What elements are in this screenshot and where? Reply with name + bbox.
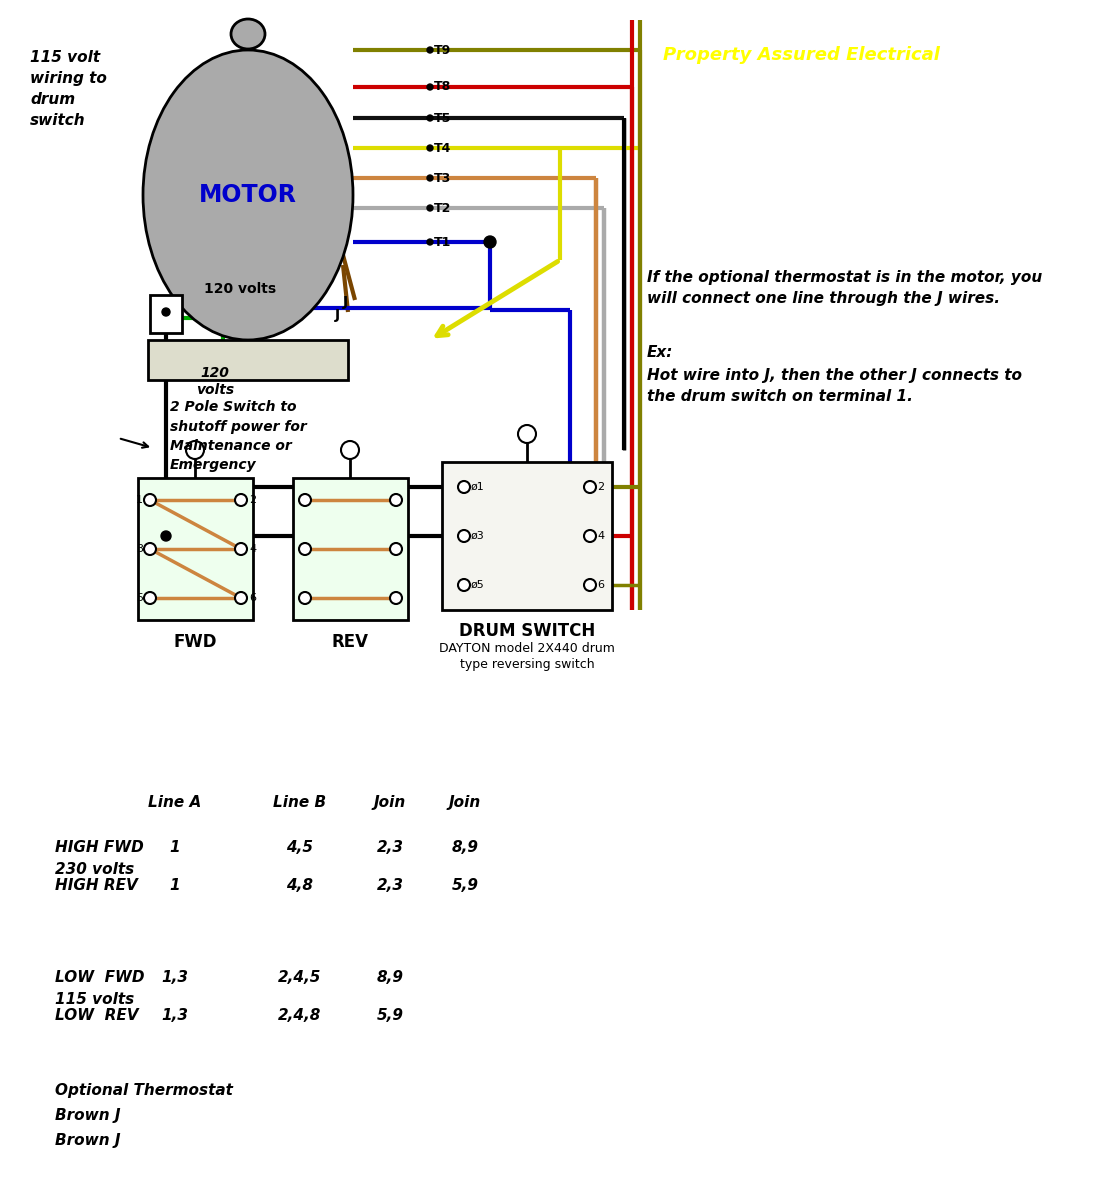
Text: T2: T2: [434, 202, 451, 215]
Text: If the optional thermostat is in the motor, you
will connect one line through th: If the optional thermostat is in the mot…: [647, 270, 1043, 306]
Text: 1: 1: [136, 494, 143, 505]
Circle shape: [235, 494, 248, 506]
Text: Line B: Line B: [274, 794, 327, 810]
Text: 5,9: 5,9: [376, 1008, 404, 1022]
Text: 2,3: 2,3: [376, 878, 404, 893]
Text: REV: REV: [331, 634, 368, 650]
Text: ø5: ø5: [471, 580, 485, 590]
Text: Hot wire into J, then the other J connects to
the drum switch on terminal 1.: Hot wire into J, then the other J connec…: [647, 368, 1022, 404]
Ellipse shape: [231, 19, 265, 49]
Bar: [293, 478, 408, 620]
Circle shape: [144, 494, 156, 506]
Text: 230 volts: 230 volts: [55, 862, 134, 877]
Text: DAYTON model 2X440 drum
type reversing switch: DAYTON model 2X440 drum type reversing s…: [439, 642, 615, 671]
Circle shape: [299, 542, 311, 554]
Text: T3: T3: [434, 172, 451, 185]
Circle shape: [299, 494, 311, 506]
Text: 2: 2: [249, 494, 256, 505]
Circle shape: [458, 530, 470, 542]
Text: 1,3: 1,3: [162, 970, 188, 985]
Text: 115 volt
wiring to
drum
switch: 115 volt wiring to drum switch: [30, 50, 107, 128]
Circle shape: [518, 425, 536, 443]
Text: 8,9: 8,9: [376, 970, 404, 985]
Text: 2,3: 2,3: [376, 840, 404, 854]
Bar: [138, 478, 253, 620]
Text: T4: T4: [434, 142, 451, 155]
Text: FWD: FWD: [174, 634, 217, 650]
Text: Optional Thermostat: Optional Thermostat: [55, 1082, 233, 1098]
Circle shape: [341, 440, 359, 458]
Text: HIGH FWD: HIGH FWD: [55, 840, 144, 854]
Text: J: J: [343, 295, 348, 308]
Text: J: J: [334, 308, 340, 322]
Bar: [442, 462, 612, 610]
Text: T8: T8: [434, 80, 451, 94]
Circle shape: [458, 481, 470, 493]
Text: 2 Pole Switch to
shutoff power for
Maintenance or
Emergency: 2 Pole Switch to shutoff power for Maint…: [170, 400, 307, 473]
Text: LOW  FWD: LOW FWD: [55, 970, 144, 985]
Text: MOTOR: MOTOR: [199, 182, 297, 206]
Circle shape: [584, 578, 596, 590]
Text: DRUM SWITCH: DRUM SWITCH: [459, 622, 595, 640]
Text: 3: 3: [136, 544, 143, 554]
Circle shape: [390, 494, 402, 506]
Text: 120
volts: 120 volts: [196, 366, 234, 397]
Circle shape: [162, 308, 170, 316]
Circle shape: [144, 542, 156, 554]
Text: 1: 1: [169, 840, 180, 854]
Text: 5: 5: [136, 593, 143, 602]
Text: 4: 4: [597, 530, 604, 541]
Circle shape: [161, 530, 170, 541]
Text: Line A: Line A: [148, 794, 201, 810]
Circle shape: [390, 542, 402, 554]
Circle shape: [458, 578, 470, 590]
Circle shape: [186, 440, 204, 458]
Circle shape: [427, 47, 433, 53]
Circle shape: [427, 145, 433, 151]
Ellipse shape: [143, 50, 353, 340]
Circle shape: [427, 205, 433, 211]
Text: 6: 6: [249, 593, 256, 602]
Text: 4: 4: [249, 544, 256, 554]
Text: 8,9: 8,9: [451, 840, 478, 854]
Bar: [148, 340, 348, 380]
Text: 4,8: 4,8: [286, 878, 313, 893]
Circle shape: [427, 175, 433, 181]
Text: 1: 1: [169, 878, 180, 893]
Circle shape: [390, 592, 402, 604]
Text: Brown J: Brown J: [55, 1133, 121, 1148]
Text: T9: T9: [434, 43, 451, 56]
Circle shape: [144, 592, 156, 604]
Text: Join: Join: [449, 794, 481, 810]
Text: LOW  REV: LOW REV: [55, 1008, 139, 1022]
Text: Property Assured Electrical: Property Assured Electrical: [663, 46, 939, 64]
Circle shape: [299, 592, 311, 604]
Text: 1,3: 1,3: [162, 1008, 188, 1022]
Text: 6: 6: [597, 580, 604, 590]
Circle shape: [584, 530, 596, 542]
Circle shape: [427, 84, 433, 90]
Text: Join: Join: [374, 794, 406, 810]
Text: 115 volts: 115 volts: [55, 992, 134, 1007]
Text: 5,9: 5,9: [451, 878, 478, 893]
Circle shape: [235, 592, 248, 604]
Text: T5: T5: [434, 112, 451, 125]
Text: Ex:: Ex:: [647, 346, 673, 360]
Text: 2,4,8: 2,4,8: [278, 1008, 321, 1022]
Text: Brown J: Brown J: [55, 1108, 121, 1123]
Text: 2: 2: [597, 482, 604, 492]
Bar: [150, 295, 182, 332]
Text: HIGH REV: HIGH REV: [55, 878, 138, 893]
Text: ø3: ø3: [471, 530, 485, 541]
Text: ø1: ø1: [471, 482, 485, 492]
Text: 120 volts: 120 volts: [204, 282, 276, 296]
Text: T1: T1: [434, 235, 451, 248]
Circle shape: [235, 542, 248, 554]
Text: 4,5: 4,5: [286, 840, 313, 854]
Circle shape: [584, 481, 596, 493]
Circle shape: [427, 115, 433, 121]
Circle shape: [427, 239, 433, 245]
Circle shape: [484, 236, 496, 248]
Text: 2,4,5: 2,4,5: [278, 970, 321, 985]
